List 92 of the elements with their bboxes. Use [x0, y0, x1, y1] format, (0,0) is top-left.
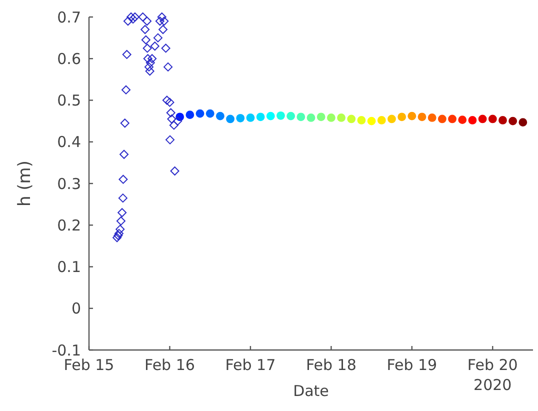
- point: [116, 216, 126, 226]
- x-tick-label: Feb 16: [144, 356, 195, 374]
- point: [236, 114, 245, 122]
- point: [266, 112, 275, 120]
- point: [164, 62, 173, 72]
- point: [128, 14, 138, 24]
- point: [388, 114, 396, 124]
- point: [377, 116, 386, 124]
- point: [347, 114, 356, 124]
- y-tick-label: 0.2: [57, 216, 81, 234]
- point: [165, 98, 174, 107]
- point: [326, 114, 336, 122]
- y-tick-label: 0.4: [57, 133, 81, 152]
- point: [316, 112, 326, 122]
- x-axis-title: Date: [293, 382, 329, 400]
- point: [488, 114, 497, 124]
- point: [196, 109, 204, 118]
- x-tick-label: Feb 17: [225, 356, 276, 374]
- point: [120, 150, 129, 159]
- point: [138, 12, 148, 22]
- point: [142, 44, 152, 53]
- point: [408, 112, 416, 120]
- point: [166, 135, 175, 144]
- point: [141, 35, 150, 44]
- point: [428, 114, 436, 122]
- point: [226, 114, 234, 124]
- point: [122, 85, 130, 94]
- point: [357, 116, 366, 124]
- point: [186, 110, 194, 120]
- point: [160, 16, 169, 26]
- point: [286, 112, 296, 120]
- point: [148, 54, 157, 64]
- point: [145, 66, 154, 76]
- point: [448, 114, 456, 124]
- point: [246, 114, 255, 122]
- point: [146, 58, 155, 68]
- point: [114, 231, 123, 240]
- point: [143, 54, 152, 64]
- y-tick-label: 0.3: [57, 174, 81, 193]
- point: [518, 118, 528, 127]
- point: [438, 114, 446, 124]
- point: [306, 114, 316, 122]
- point: [398, 112, 406, 122]
- point: [216, 112, 224, 120]
- point: [118, 174, 128, 184]
- point: [158, 24, 168, 34]
- point: [118, 208, 127, 218]
- y-tick-label: 0.6: [57, 50, 81, 68]
- text: 2020: [474, 376, 512, 394]
- point: [173, 116, 182, 126]
- point: [508, 116, 518, 126]
- point: [458, 116, 467, 124]
- point: [166, 108, 176, 118]
- point: [478, 114, 487, 124]
- point: [337, 114, 346, 122]
- point: [130, 12, 140, 22]
- point: [150, 42, 160, 51]
- point: [296, 112, 306, 122]
- point: [157, 12, 166, 22]
- point: [468, 116, 477, 124]
- point: [120, 118, 130, 128]
- point: [140, 24, 150, 34]
- point: [126, 12, 136, 22]
- point: [122, 50, 132, 59]
- x-tick-label: Feb 18: [306, 356, 356, 374]
- point: [118, 194, 128, 203]
- point: [418, 112, 426, 122]
- point: [142, 16, 152, 26]
- point: [170, 166, 180, 176]
- point: [162, 96, 172, 105]
- y-axis-title: h (m): [15, 160, 35, 207]
- point: [144, 62, 154, 72]
- x-tick-label: Feb 19: [386, 356, 438, 374]
- point: [256, 112, 265, 122]
- point: [169, 120, 178, 130]
- point: [153, 33, 162, 42]
- point: [123, 16, 132, 26]
- point: [276, 111, 285, 120]
- y-tick-label: 0.1: [57, 258, 81, 276]
- point: [161, 44, 170, 53]
- point: [206, 109, 214, 118]
- point: [167, 114, 176, 124]
- point: [367, 116, 376, 126]
- point: [155, 16, 164, 26]
- point: [114, 228, 124, 238]
- point: [112, 233, 122, 242]
- y-tick-label: 0.7: [57, 8, 81, 26]
- point: [498, 116, 507, 124]
- y-tick-label: 0.5: [57, 92, 81, 110]
- y-tick-label: 0: [71, 300, 81, 318]
- x-tick-label: Feb 20: [467, 356, 518, 374]
- point: [116, 224, 125, 234]
